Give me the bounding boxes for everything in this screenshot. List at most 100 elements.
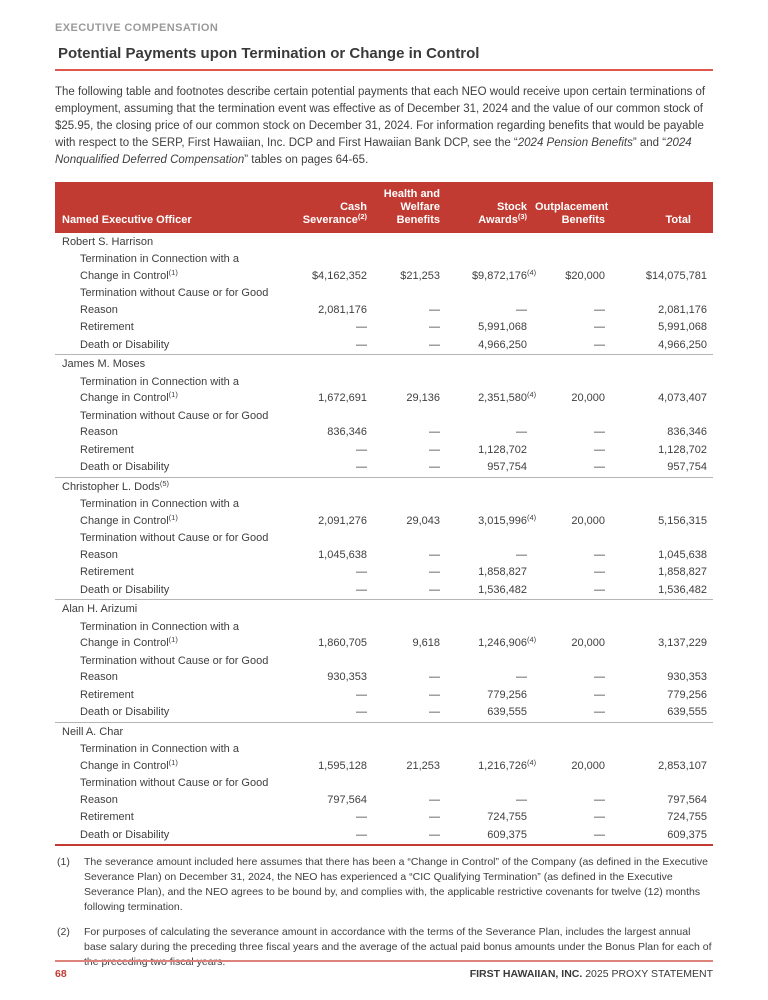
outplacement-cell: — [594, 811, 605, 824]
cash-severance-cell: 2,081,176 [318, 303, 367, 316]
row-label-line: Reason [80, 303, 118, 316]
footnote-reference: (1) [168, 757, 178, 767]
footnote-2: (2) For purposes of calculating the seve… [55, 925, 713, 970]
cash-severance-cell: — [356, 811, 367, 824]
payment-row: Death or Disability — — 4,966,250 — 4,966,250 [55, 337, 713, 355]
stock-awards-cell: — [516, 793, 527, 806]
payment-row: Death or Disability — — 1,536,482 — 1,536,482 [55, 582, 713, 600]
footnote-reference: (4) [527, 267, 537, 277]
total-cell: 1,858,827 [658, 566, 707, 579]
payment-row: Termination in Connection with a Change i… [55, 251, 713, 285]
row-label-cell: Death or Disability [55, 704, 285, 722]
column-header: Stock Awards(3) [448, 181, 535, 233]
payment-row: Termination without Cause or for Good Rea… [55, 530, 713, 564]
stock-awards-cell: 779,256 [487, 688, 527, 701]
stock-awards-cell: — [516, 303, 527, 316]
total-cell: 1,045,638 [658, 548, 707, 561]
health-welfare-cell: 9,618 [412, 637, 440, 650]
footnote-marker: (1) [57, 856, 70, 869]
row-label-cell: Termination without Cause or for Good Rea… [55, 530, 285, 564]
health-welfare-cell: — [429, 461, 440, 474]
page-number: 68 [55, 968, 67, 980]
footnote-reference: (5) [159, 478, 169, 488]
column-header: Total [613, 181, 713, 233]
outplacement-cell: — [594, 443, 605, 456]
total-cell: 639,555 [667, 706, 707, 719]
row-label-line: Termination without Cause or for Good [80, 409, 269, 422]
row-label-line: Change in Control(1) [80, 512, 178, 527]
outplacement-cell: — [594, 303, 605, 316]
column-header-line: Benefits [396, 213, 440, 226]
outplacement-cell: — [594, 671, 605, 684]
row-label-cell: Termination in Connection with a Change i… [55, 496, 285, 530]
column-header-line: Total [665, 213, 691, 226]
total-cell: 779,256 [667, 688, 707, 701]
executive-name-row: James M. Moses [55, 354, 713, 374]
stock-awards-cell: 2,351,580(4) [478, 390, 537, 405]
total-cell: 957,754 [667, 461, 707, 474]
row-label-line: Termination in Connection with a [80, 253, 239, 266]
italic-reference: 2024 Pension Benefits [517, 136, 633, 149]
payment-row: Retirement — — 724,755 — 724,755 [55, 809, 713, 827]
stock-awards-cell: 609,375 [487, 828, 527, 841]
outplacement-cell: — [594, 321, 605, 334]
cash-severance-cell: 1,672,691 [318, 392, 367, 405]
page-title: Potential Payments upon Termination or C… [55, 45, 713, 71]
payment-row: Retirement — — 5,991,068 — 5,991,068 [55, 319, 713, 337]
footnote-reference: (3) [517, 211, 527, 221]
cash-severance-cell: — [356, 566, 367, 579]
total-cell: 5,991,068 [658, 321, 707, 334]
total-cell: 836,346 [667, 426, 707, 439]
cash-severance-cell: 1,595,128 [318, 759, 367, 772]
stock-awards-cell: — [516, 548, 527, 561]
payment-row: Termination in Connection with a Change i… [55, 741, 713, 775]
health-welfare-cell: $21,253 [400, 269, 440, 282]
column-header-line: Named Executive Officer [62, 213, 192, 226]
health-welfare-cell: — [429, 443, 440, 456]
health-welfare-cell: — [429, 566, 440, 579]
footnote-reference: (1) [168, 512, 178, 522]
row-label-line: Retirement [80, 566, 134, 579]
footnote-reference: (4) [527, 512, 537, 522]
cash-severance-cell: — [356, 338, 367, 351]
row-label-line: Termination without Cause or for Good [80, 654, 269, 667]
cash-severance-cell: 1,045,638 [318, 548, 367, 561]
footnote-marker: (2) [57, 926, 70, 939]
outplacement-cell: — [594, 793, 605, 806]
outplacement-cell: 20,000 [571, 759, 605, 772]
row-label-line: Termination in Connection with a [80, 743, 239, 756]
row-label-line: Retirement [80, 321, 134, 334]
row-label-cell: Retirement [55, 809, 285, 827]
health-welfare-cell: 29,043 [406, 514, 440, 527]
row-label-line: Change in Control(1) [80, 267, 178, 282]
row-label-line: Termination in Connection with a [80, 498, 239, 511]
payment-row: Death or Disability — — 609,375 — 609,375 [55, 827, 713, 845]
health-welfare-cell: 21,253 [406, 759, 440, 772]
document-page: EXECUTIVE COMPENSATION Potential Payment… [55, 22, 713, 970]
stock-awards-cell: 4,966,250 [478, 338, 527, 351]
row-label-line: Death or Disability [80, 338, 170, 351]
footer-brand-name: FIRST HAWAIIAN, INC. [469, 968, 583, 980]
total-cell: 2,081,176 [658, 303, 707, 316]
row-label-cell: Termination in Connection with a Change i… [55, 619, 285, 653]
health-welfare-cell: — [429, 303, 440, 316]
row-label-line: Retirement [80, 443, 134, 456]
payment-row: Termination without Cause or for Good Rea… [55, 408, 713, 442]
cash-severance-cell: $4,162,352 [311, 269, 367, 282]
payment-row: Termination in Connection with a Change i… [55, 496, 713, 530]
stock-awards-cell: — [516, 426, 527, 439]
payment-row: Termination without Cause or for Good Rea… [55, 653, 713, 687]
italic-reference: 2024 Nonqualified Deferred Compensation [55, 136, 692, 166]
total-cell: 724,755 [667, 811, 707, 824]
executive-name-cell: Christopher L. Dods(5) [55, 476, 713, 497]
row-label-line: Reason [80, 426, 118, 439]
row-label-cell: Termination without Cause or for Good Rea… [55, 653, 285, 687]
payment-row: Termination in Connection with a Change i… [55, 374, 713, 408]
health-welfare-cell: — [429, 548, 440, 561]
row-label-line: Termination without Cause or for Good [80, 532, 269, 545]
cash-severance-cell: 836,346 [327, 426, 367, 439]
table-body: Robert S. Harrison Termination in Connect… [55, 233, 713, 845]
total-cell: 5,156,315 [658, 514, 707, 527]
health-welfare-cell: — [429, 583, 440, 596]
outplacement-cell: — [594, 566, 605, 579]
